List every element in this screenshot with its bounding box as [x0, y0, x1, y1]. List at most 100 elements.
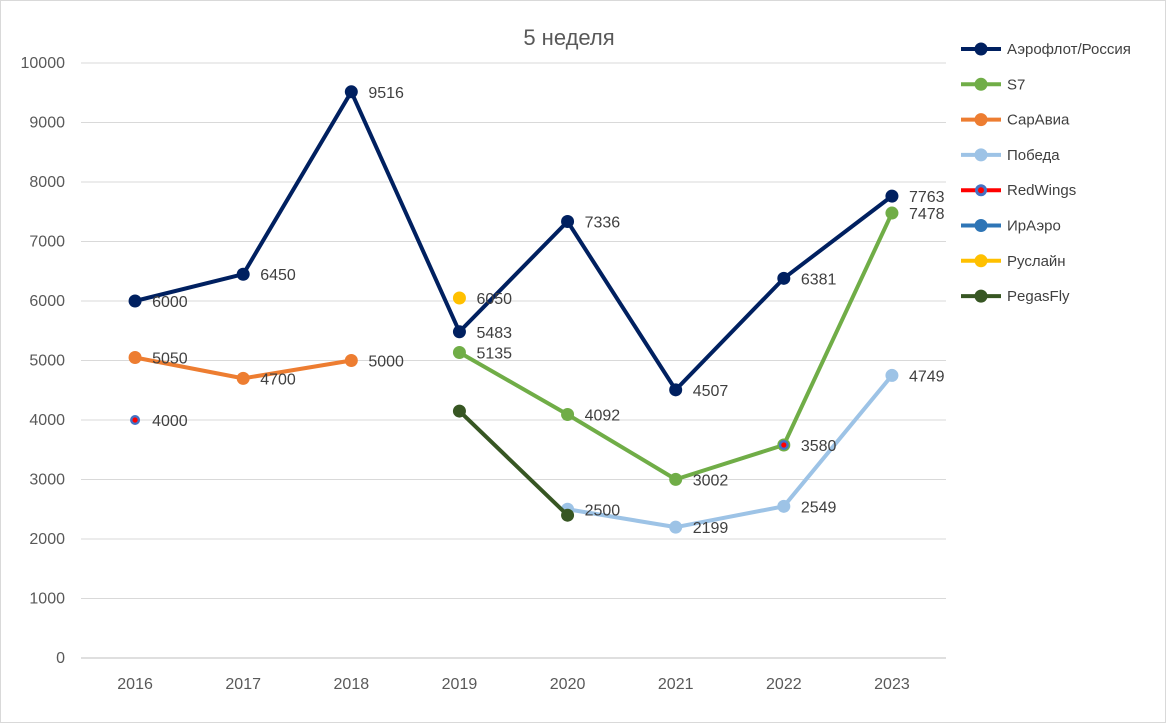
- series-line-segment: [781, 194, 894, 281]
- series-line-segment: [457, 219, 570, 334]
- data-point-center: [781, 442, 787, 448]
- data-label: 4092: [585, 408, 621, 425]
- series-0: [128, 85, 899, 397]
- data-label: 7763: [909, 189, 945, 206]
- x-tick-label: 2021: [658, 676, 694, 693]
- data-label: 4000: [152, 413, 188, 430]
- data-label: 2549: [801, 499, 837, 516]
- legend-item: Аэрофлот/Россия: [961, 41, 1131, 58]
- legend-swatch-marker: [974, 42, 988, 56]
- series-line-segment: [781, 211, 894, 447]
- data-label: 4700: [260, 371, 296, 388]
- series-line-segment: [673, 276, 786, 392]
- series-line-segment: [781, 373, 894, 509]
- data-point: [777, 499, 791, 513]
- series-layer: [128, 85, 899, 534]
- data-label: 7336: [585, 215, 621, 232]
- legend-swatch-marker: [974, 77, 988, 91]
- data-point: [452, 345, 466, 359]
- legend-label: СарАвиа: [1007, 112, 1070, 129]
- data-point: [777, 271, 791, 285]
- data-point: [344, 85, 358, 99]
- data-point: [669, 472, 683, 486]
- legend-item: ИрАэро: [961, 218, 1061, 235]
- data-point: [452, 404, 466, 418]
- series-line-segment: [457, 409, 570, 518]
- y-tick-label: 10000: [21, 55, 66, 72]
- legend-item: СарАвиа: [961, 112, 1070, 129]
- legend-swatch-marker-center: [978, 187, 984, 194]
- data-label: 7478: [909, 206, 945, 223]
- data-point: [669, 383, 683, 397]
- legend-label: Победа: [1007, 147, 1060, 164]
- axes: 0 1000 2000 3000 4000 5000 6000 7000 8000 9000 100…: [21, 55, 910, 693]
- data-label: 5000: [368, 354, 404, 371]
- legend-swatch-marker: [974, 113, 988, 127]
- y-tick-label: 8000: [29, 174, 65, 191]
- data-point: [561, 508, 575, 522]
- data-label: 5483: [476, 325, 512, 342]
- legend-swatch-marker: [974, 148, 988, 162]
- data-label: 4507: [693, 383, 729, 400]
- data-point: [885, 206, 899, 220]
- series-3: [561, 368, 899, 534]
- series-line-segment: [241, 358, 354, 381]
- y-tick-label: 5000: [29, 353, 65, 370]
- data-point: [885, 368, 899, 382]
- y-tick-label: 3000: [29, 472, 65, 489]
- series-4: [130, 415, 789, 450]
- data-label: 6000: [152, 294, 188, 311]
- legend-swatch-marker: [974, 219, 988, 232]
- series-line-segment: [565, 507, 678, 530]
- legend-label: Руслайн: [1007, 253, 1066, 270]
- data-label: 4749: [909, 368, 945, 385]
- data-labels: 6000 6450 9516 5483 7336 4507 6381 7763 5135 4092…: [152, 85, 945, 537]
- y-tick-label: 1000: [29, 591, 65, 608]
- legend-item: PegasFly: [961, 288, 1070, 305]
- series-line-segment: [241, 89, 354, 277]
- data-point-center: [132, 417, 138, 423]
- data-point: [885, 189, 899, 203]
- x-tick-label: 2017: [225, 676, 261, 693]
- data-point: [561, 215, 575, 229]
- data-label: 6450: [260, 267, 296, 284]
- series-6: [452, 291, 466, 305]
- data-point: [344, 354, 358, 367]
- legend-label: S7: [1007, 76, 1025, 93]
- y-tick-label: 2000: [29, 531, 65, 548]
- series-line-segment: [457, 350, 570, 417]
- legend-label: Аэрофлот/Россия: [1007, 41, 1131, 58]
- series-line-segment: [673, 442, 786, 482]
- legend-swatch-marker: [974, 254, 988, 268]
- legend-item: S7: [961, 76, 1025, 93]
- series-line-segment: [565, 219, 678, 392]
- series-1: [452, 206, 899, 486]
- y-tick-label: 9000: [29, 115, 65, 132]
- legend-label: ИрАэро: [1007, 218, 1061, 235]
- chart-title: 5 неделя: [523, 25, 614, 50]
- data-label: 5135: [476, 345, 512, 362]
- legend-label: PegasFly: [1007, 288, 1070, 305]
- data-point: [561, 408, 575, 422]
- series-line-segment: [673, 504, 786, 530]
- data-label: 3580: [801, 438, 837, 455]
- series-line-segment: [133, 355, 246, 381]
- series-line-segment: [133, 272, 246, 303]
- data-point: [236, 371, 250, 385]
- y-tick-label: 6000: [29, 293, 65, 310]
- data-point: [452, 325, 466, 339]
- legend-item: Руслайн: [961, 253, 1066, 270]
- legend-label: RedWings: [1007, 182, 1076, 199]
- data-point: [236, 267, 250, 281]
- y-tick-label: 4000: [29, 412, 65, 429]
- legend-item: RedWings: [961, 182, 1076, 199]
- legend: Аэрофлот/Россия S7 СарАвиа Победа RedWings Ир…: [961, 41, 1131, 305]
- gridlines: [81, 62, 946, 659]
- data-point: [452, 291, 466, 305]
- data-label: 9516: [368, 85, 404, 102]
- y-tick-label: 0: [56, 650, 65, 667]
- y-tick-label: 7000: [29, 234, 65, 251]
- series-line-segment: [565, 412, 678, 482]
